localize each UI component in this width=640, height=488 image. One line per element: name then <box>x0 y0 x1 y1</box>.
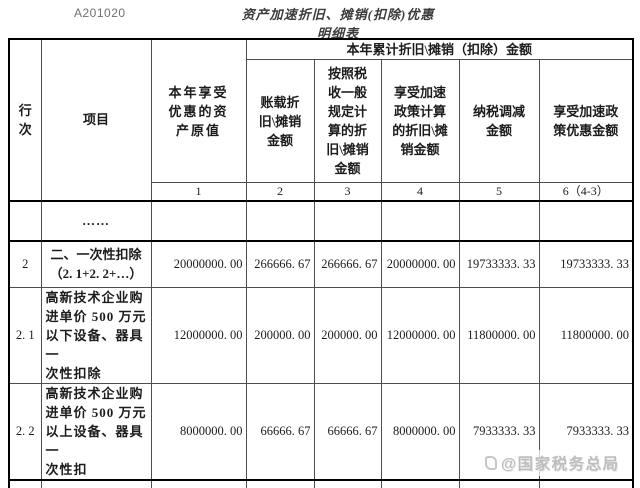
form-code: A201020 <box>74 6 126 20</box>
value-cell: 20000000. 00 <box>380 240 460 288</box>
sub-header-row: 账载折 旧\摊销 金额 按照税 收一般 规定计 算的折 旧\摊销 金额 享受加速… <box>9 59 634 183</box>
group-header-row: 行次 项目 本年享受 优惠的资 产原值 本年累计折旧\摊销（扣除）金额 <box>8 38 634 202</box>
value-cell <box>538 479 634 488</box>
value-cell: 266666. 67 <box>313 240 382 288</box>
col-number: 4 <box>380 182 460 202</box>
table-row-2: 2 二、一次性扣除 （2. 1+2. 2+…） 20000000. 00 266… <box>8 240 634 288</box>
table-row-2-1: 2. 1 高新技术企业购 进单价 500 万元 以下设备、器具一 次性扣除 12… <box>8 287 634 384</box>
header-original-value: 本年享受 优惠的资 产原值 <box>150 38 247 183</box>
item-cell: …… <box>40 200 152 242</box>
value-cell <box>150 200 247 242</box>
value-cell: 7933333. 33 <box>538 383 634 481</box>
col-number: 1 <box>150 182 247 202</box>
value-cell: 200000. 00 <box>245 287 315 384</box>
item-cell: 合计（1+2） <box>40 479 152 488</box>
line-no-cell: 3 <box>8 479 42 488</box>
line-no-cell: 2. 2 <box>8 383 42 481</box>
depreciation-table: 行次 项目 本年享受 优惠的资 产原值 本年累计折旧\摊销（扣除）金额 账载折 … <box>8 38 634 488</box>
value-cell: 7933333. 33 <box>458 383 540 481</box>
page-title: 资产加速折旧、摊销(扣除)优惠明细表 <box>241 7 435 41</box>
value-cell: 11800000. 00 <box>458 287 540 384</box>
line-no-cell: 2. 1 <box>8 287 42 384</box>
item-cell: 二、一次性扣除 （2. 1+2. 2+…） <box>40 240 152 288</box>
value-cell: 19733333. 33 <box>538 240 634 288</box>
col-number: 5 <box>458 182 540 202</box>
header-item: 项目 <box>40 38 152 202</box>
value-cell <box>245 200 315 242</box>
value-cell: 266666. 67 <box>313 479 382 488</box>
value-cell: 12000000. 00 <box>380 287 460 384</box>
value-cell: 66666. 67 <box>313 383 382 481</box>
value-cell: 8000000. 00 <box>150 383 247 481</box>
value-cell: 200000. 00 <box>313 287 382 384</box>
value-cell: 20000000. 00 <box>380 479 460 488</box>
value-cell <box>380 200 460 242</box>
column-number-row: 1 2 3 4 5 6（4-3） <box>9 182 634 202</box>
header-preferential-amount: 享受加速政 策优惠金额 <box>538 59 634 183</box>
table-row-2-2: 2. 2 高新技术企业购 进单价 500 万元 以上设备、器具一 次性扣 800… <box>8 383 634 481</box>
value-cell: 11800000. 00 <box>538 287 634 384</box>
item-cell: 高新技术企业购 进单价 500 万元 以下设备、器具一 次性扣除 <box>40 287 152 384</box>
value-cell: 19733333. 33 <box>458 479 540 488</box>
col-number: 3 <box>313 182 382 202</box>
col-number: 6（4-3） <box>538 182 634 202</box>
value-cell: 20000000. 00 <box>150 479 247 488</box>
header-line-no: 行次 <box>8 38 42 202</box>
value-cell: 66666. 67 <box>245 383 315 481</box>
table-row-total: 3 合计（1+2） 20000000. 00 266666. 67 266666… <box>8 479 634 488</box>
col-number: 2 <box>245 182 315 202</box>
value-cell: 8000000. 00 <box>380 383 460 481</box>
value-cell: 19733333. 33 <box>458 240 540 288</box>
value-cell: 12000000. 00 <box>150 287 247 384</box>
value-cell <box>313 200 382 242</box>
header-general-tax-amount: 按照税 收一般 规定计 算的折 旧\摊销 金额 <box>313 59 382 183</box>
header-accelerated-amount: 享受加速 政策计算 的折旧\摊 销金额 <box>380 59 460 183</box>
item-cell: 高新技术企业购 进单价 500 万元 以上设备、器具一 次性扣 <box>40 383 152 481</box>
header-tax-reduction: 纳税调减 金额 <box>458 59 540 183</box>
header-book-amount: 账载折 旧\摊销 金额 <box>245 59 315 183</box>
line-no-cell <box>8 200 42 242</box>
value-cell: 20000000. 00 <box>150 240 247 288</box>
value-cell <box>538 200 634 242</box>
value-cell: 266666. 67 <box>245 479 315 488</box>
value-cell: 266666. 67 <box>245 240 315 288</box>
header-group-accumulated: 本年累计折旧\摊销（扣除）金额 <box>245 38 634 60</box>
table-row-ellipsis: …… <box>8 200 634 242</box>
line-no-cell: 2 <box>8 240 42 288</box>
value-cell <box>458 200 540 242</box>
